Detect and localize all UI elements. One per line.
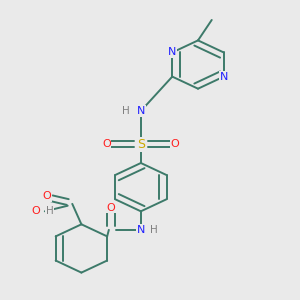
Text: S: S [137, 138, 145, 151]
Text: O: O [107, 202, 116, 213]
Text: N: N [137, 106, 145, 116]
Text: O: O [43, 191, 52, 201]
Text: H: H [150, 225, 158, 235]
Text: N: N [168, 47, 176, 58]
Text: H: H [122, 106, 129, 116]
Text: H: H [46, 206, 53, 216]
Text: O: O [102, 140, 111, 149]
Text: O: O [31, 206, 40, 216]
Text: O: O [171, 140, 179, 149]
Text: N: N [137, 225, 145, 235]
Text: N: N [220, 72, 228, 82]
